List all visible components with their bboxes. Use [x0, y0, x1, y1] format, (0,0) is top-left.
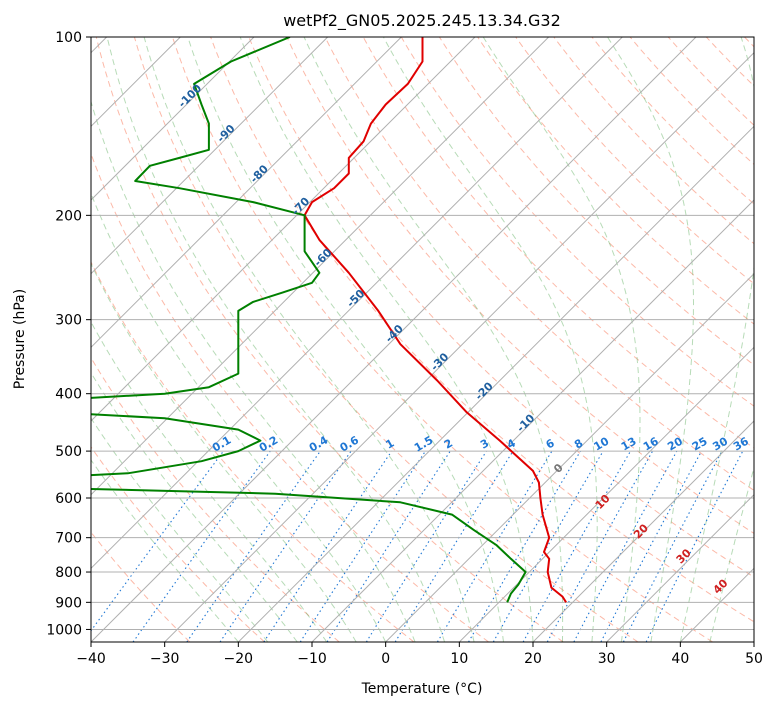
moist-adiabat — [187, 37, 504, 642]
moist-adiabat — [91, 459, 239, 642]
isotherm-line — [91, 37, 402, 349]
isotherm-line — [91, 37, 329, 275]
moist-adiabat — [303, 37, 564, 642]
mixing-ratio-line — [600, 450, 702, 642]
dewpoint-line — [91, 37, 527, 603]
isotherm-line — [91, 37, 697, 642]
moist-adiabat — [91, 262, 357, 642]
plot-frame — [90, 36, 755, 643]
isotherm-line — [237, 125, 754, 642]
y-axis-label: Pressure (hPa) — [12, 289, 28, 389]
x-tick-label: 40 — [671, 651, 689, 667]
moist-adiabat — [91, 321, 328, 642]
moist-adiabat — [91, 371, 298, 642]
isotherm-line — [606, 493, 754, 642]
isotherms — [91, 37, 754, 642]
isotherm-line — [753, 641, 754, 642]
dry-adiabat — [324, 37, 754, 491]
mixing-ratio-line — [468, 450, 581, 642]
pressure-gridlines — [91, 37, 754, 630]
x-tick-label: −40 — [76, 651, 106, 667]
isotherm-line — [164, 51, 754, 642]
isotherm-line — [91, 37, 550, 496]
y-tick-label: 900 — [55, 595, 82, 611]
profile-series — [91, 37, 567, 603]
moist-adiabat — [91, 192, 387, 642]
x-tick-label: 50 — [745, 651, 763, 667]
isotherm-line — [91, 37, 255, 201]
dry-adiabat — [91, 446, 265, 642]
x-tick-label: 0 — [381, 651, 390, 667]
y-tick-label: 800 — [55, 565, 82, 581]
y-tick-label: 100 — [55, 30, 82, 46]
moist-adiabat — [679, 37, 754, 642]
x-tick-label: −20 — [224, 651, 254, 667]
x-tick-label: 20 — [524, 651, 542, 667]
mixing-ratio-line — [573, 450, 678, 642]
x-axis-label: Temperature (°C) — [361, 681, 483, 697]
temperature-line — [303, 37, 567, 603]
y-tick-label: 300 — [55, 313, 82, 329]
y-tick-label: 1000 — [46, 622, 82, 638]
y-tick-label: 600 — [55, 491, 82, 507]
y-tick-label: 700 — [55, 531, 82, 547]
plot-background — [91, 37, 754, 642]
y-axis-ticks: 100 200 300 400 500 600 700 800 900 1000 — [46, 30, 91, 638]
mixing-ratio-line — [436, 450, 553, 642]
isotherm-line — [385, 272, 754, 642]
mixing-ratio-line — [326, 450, 451, 642]
dry-adiabat — [95, 37, 564, 642]
chart-title: wetPf2_GN05.2025.245.13.34.G32 — [283, 11, 561, 31]
dry-adiabat — [133, 37, 639, 642]
x-tick-label: −30 — [150, 651, 180, 667]
y-tick-label: 200 — [55, 208, 82, 224]
isotherm-line — [91, 37, 623, 570]
dry-adiabat — [172, 37, 713, 642]
moist-adiabat — [482, 37, 641, 642]
isotherm-line — [532, 420, 754, 642]
isotherm-line — [311, 199, 754, 642]
dry-adiabat — [210, 37, 754, 623]
dry-adiabat — [248, 37, 754, 578]
moist-adiabat — [709, 465, 754, 642]
mixing-ratio-line — [219, 450, 352, 642]
y-tick-label: 500 — [55, 444, 82, 460]
mixing-ratio-line — [299, 450, 426, 642]
dry-adiabat — [91, 260, 415, 642]
moist-adiabat — [239, 37, 534, 642]
mixing-ratio-line — [365, 450, 487, 642]
x-tick-label: 30 — [598, 651, 616, 667]
moist-adiabat — [143, 37, 475, 642]
x-axis-ticks: −40 −30 −20 −10 0 10 20 30 40 50 — [76, 642, 763, 667]
mixing-ratio-line — [263, 450, 393, 642]
moist-adiabat — [607, 37, 694, 642]
x-tick-label: −10 — [297, 651, 327, 667]
moist-adiabat — [382, 37, 598, 642]
y-tick-label: 400 — [55, 387, 82, 403]
moist-adiabat — [106, 37, 446, 642]
x-tick-label: 10 — [450, 651, 468, 667]
isotherm-line — [91, 37, 476, 422]
mixing-ratio-line — [186, 450, 321, 642]
dry-adiabat — [515, 37, 754, 285]
isotherm-line — [458, 346, 754, 642]
mixing-ratio-lines — [91, 450, 744, 642]
dry-adiabat — [286, 37, 754, 535]
dry-adiabats — [91, 37, 754, 642]
dry-adiabat — [477, 37, 754, 325]
moist-adiabat — [91, 417, 269, 642]
